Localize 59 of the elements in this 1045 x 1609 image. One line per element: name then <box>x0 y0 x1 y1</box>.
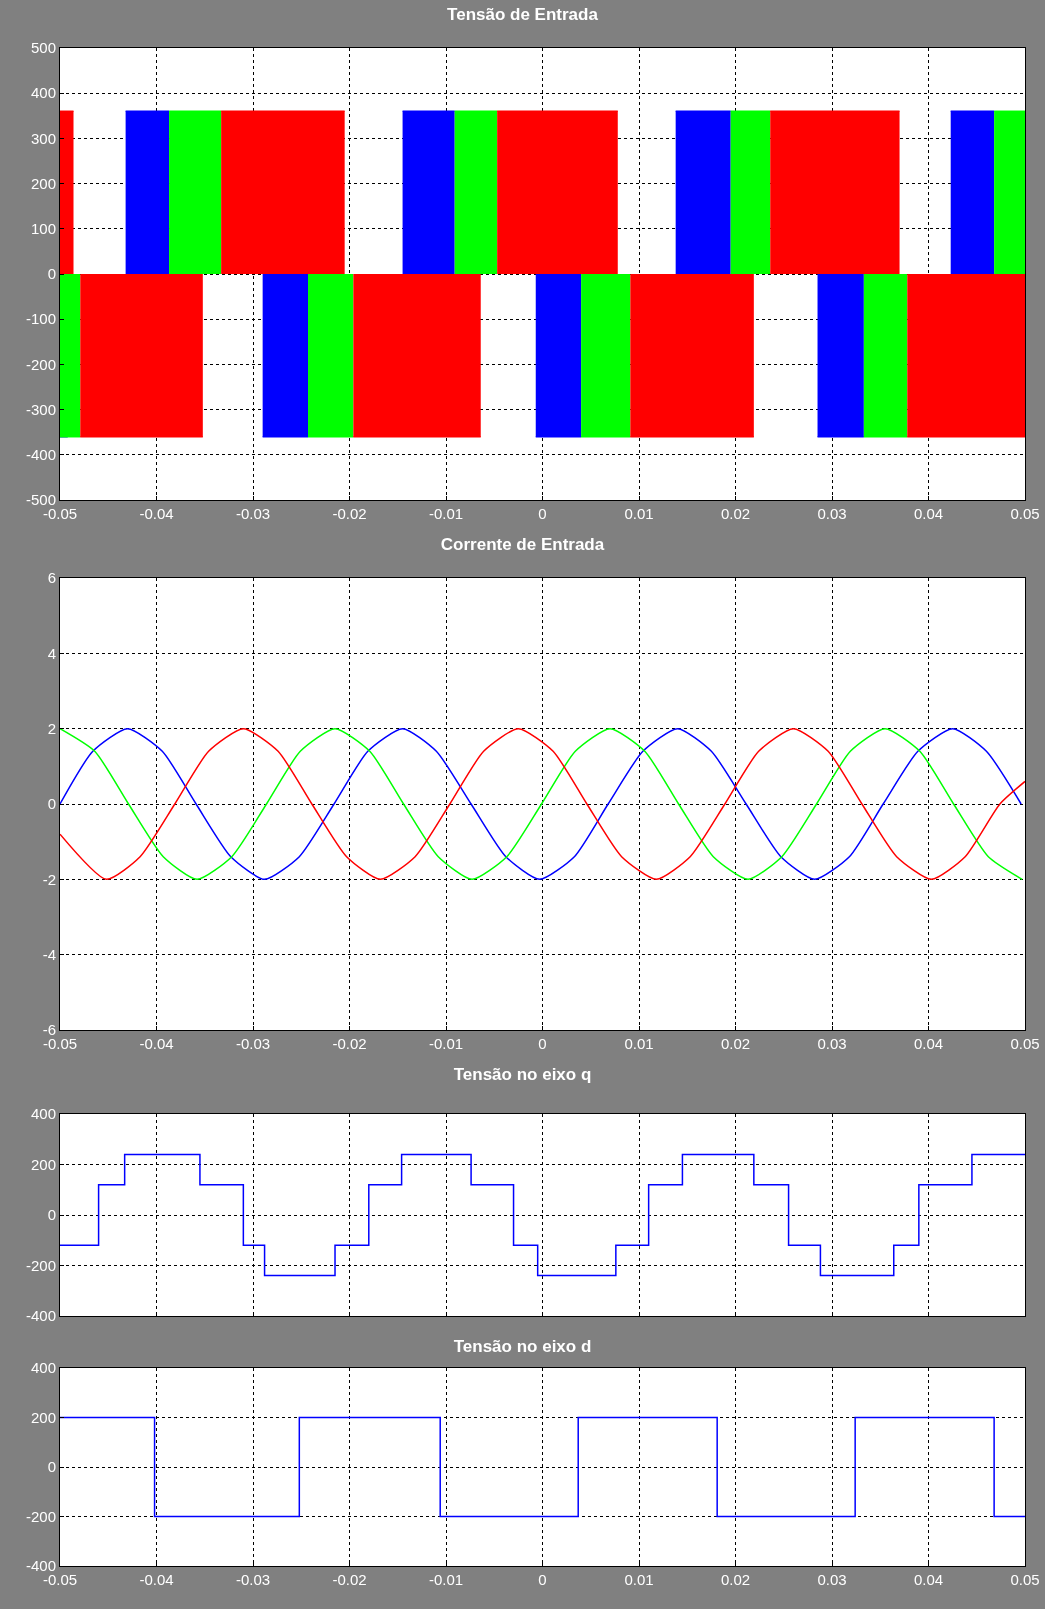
x-tick-label: -0.04 <box>139 1571 174 1588</box>
x-tick-label: 0.03 <box>817 505 847 522</box>
chart-title: Corrente de Entrada <box>440 534 605 554</box>
x-tick-label: -0.03 <box>235 1571 271 1588</box>
x-tick-label: 0.02 <box>720 1035 751 1052</box>
x-tick-label: 0 <box>538 1035 547 1052</box>
x-tick-label: -0.03 <box>235 1035 271 1052</box>
y-tick-label: 0 <box>47 265 56 283</box>
x-tick-label: 0.03 <box>817 1035 847 1052</box>
y-tick-label: -100 <box>25 310 56 328</box>
x-tick-label: 0.02 <box>720 505 751 522</box>
y-tick-label: 400 <box>30 1105 56 1123</box>
x-tick-label: 0.03 <box>817 1571 847 1588</box>
y-tick-label: -300 <box>25 400 56 418</box>
y-tick-label: -200 <box>25 355 56 373</box>
y-tick-label: 400 <box>30 1359 56 1377</box>
y-tick-label: -200 <box>25 1256 56 1274</box>
y-tick-label: -400 <box>25 446 56 464</box>
y-tick-label: -4 <box>42 945 56 963</box>
x-tick-label: -0.02 <box>332 1571 367 1588</box>
x-tick-label: -0.02 <box>332 505 367 522</box>
x-tick-label: 0.02 <box>720 1571 751 1588</box>
x-tick-label: 0 <box>538 505 547 522</box>
x-tick-label: -0.02 <box>332 1035 367 1052</box>
y-tick-label: 200 <box>30 1155 56 1173</box>
y-tick-label: 200 <box>30 1408 56 1426</box>
chart-title: Tensão no eixo d <box>453 1336 592 1356</box>
y-tick-label: -200 <box>25 1507 56 1525</box>
x-tick-label: -0.04 <box>139 505 174 522</box>
y-tick-label: 0 <box>47 795 56 813</box>
x-tick-label: 0 <box>538 1571 547 1588</box>
x-tick-label: 0.01 <box>624 1571 654 1588</box>
y-tick-label: -2 <box>42 870 56 888</box>
y-tick-label: 0 <box>47 1458 56 1476</box>
x-tick-label: -0.03 <box>235 505 271 522</box>
x-tick-label: 0.04 <box>913 1571 944 1588</box>
y-tick-label: 200 <box>30 174 56 192</box>
y-tick-label: 500 <box>30 39 56 57</box>
x-tick-label: 0.05 <box>1010 1571 1040 1588</box>
x-tick-label: -0.01 <box>428 1571 464 1588</box>
y-tick-label: 2 <box>47 719 56 737</box>
x-tick-label: 0.05 <box>1010 505 1040 522</box>
x-tick-label: 0.05 <box>1010 1035 1040 1052</box>
x-tick-label: 0.01 <box>624 1035 654 1052</box>
chart-title: Tensão de Entrada <box>447 4 599 24</box>
y-tick-label: -400 <box>25 1307 56 1325</box>
x-tick-label: -0.01 <box>428 505 464 522</box>
y-tick-label: 4 <box>47 644 56 662</box>
x-tick-label: 0.04 <box>913 505 944 522</box>
x-tick-label: 0.04 <box>913 1035 944 1052</box>
chart-title: Tensão no eixo q <box>453 1064 592 1084</box>
y-tick-label: 6 <box>47 569 56 587</box>
x-tick-label: 0.01 <box>624 505 654 522</box>
x-tick-label: -0.04 <box>139 1035 174 1052</box>
y-tick-label: 400 <box>30 84 56 102</box>
y-tick-label: 0 <box>47 1206 56 1224</box>
y-tick-label: 100 <box>30 220 56 238</box>
x-tick-label: -0.01 <box>428 1035 464 1052</box>
y-tick-label: 300 <box>30 129 56 147</box>
